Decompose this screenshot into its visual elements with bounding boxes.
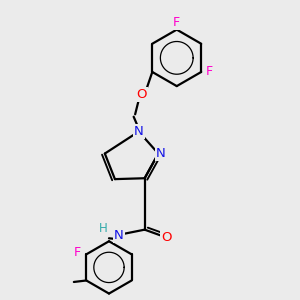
Text: H: H: [99, 222, 108, 235]
Text: N: N: [114, 229, 124, 242]
Text: N: N: [134, 125, 144, 138]
Text: O: O: [136, 88, 147, 100]
Text: F: F: [206, 65, 213, 79]
Text: O: O: [161, 231, 172, 244]
Text: N: N: [156, 147, 166, 160]
Text: F: F: [74, 246, 81, 259]
Text: F: F: [173, 16, 180, 29]
